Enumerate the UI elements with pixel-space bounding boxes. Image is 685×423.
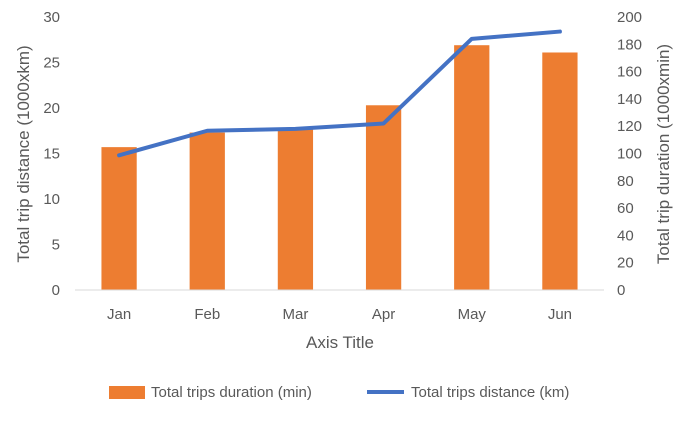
bar-feb [190, 133, 225, 290]
legend-label-line: Total trips distance (km) [411, 384, 569, 401]
line-layer [119, 31, 560, 155]
left-tick-25: 25 [43, 55, 60, 72]
right-tick-100: 100 [617, 146, 642, 163]
legend-label-bar: Total trips duration (min) [151, 384, 312, 401]
left-tick-labels: 0 5 10 15 20 25 30 [43, 9, 60, 299]
category-tick-may: May [458, 306, 487, 323]
bar-jan [101, 147, 136, 290]
right-tick-40: 40 [617, 227, 634, 244]
left-tick-20: 20 [43, 100, 60, 117]
category-tick-feb: Feb [194, 306, 220, 323]
x-axis-title: Axis Title [306, 333, 374, 352]
left-tick-5: 5 [52, 237, 60, 254]
bar-apr [366, 105, 401, 290]
right-tick-80: 80 [617, 173, 634, 190]
category-tick-apr: Apr [372, 306, 395, 323]
bar-may [454, 45, 489, 290]
right-tick-180: 180 [617, 36, 642, 53]
right-tick-0: 0 [617, 282, 625, 299]
category-tick-labels: Jan Feb Mar Apr May Jun [107, 306, 572, 323]
legend: Total trips duration (min) Total trips d… [109, 384, 569, 401]
right-tick-200: 200 [617, 9, 642, 26]
distance-line [119, 32, 560, 156]
right-tick-160: 160 [617, 64, 642, 81]
category-tick-jun: Jun [548, 306, 572, 323]
legend-swatch-bar [109, 386, 145, 399]
right-tick-60: 60 [617, 200, 634, 217]
left-tick-15: 15 [43, 146, 60, 163]
category-tick-mar: Mar [282, 306, 308, 323]
left-tick-30: 30 [43, 9, 60, 26]
category-tick-jan: Jan [107, 306, 131, 323]
left-tick-10: 10 [43, 191, 60, 208]
y-axis-title-left: Total trip distance (1000xkm) [14, 45, 33, 262]
right-tick-20: 20 [617, 255, 634, 272]
right-tick-labels: 0 20 40 60 80 100 120 140 160 180 200 [617, 9, 642, 299]
right-tick-120: 120 [617, 118, 642, 135]
right-tick-140: 140 [617, 91, 642, 108]
bar-mar [278, 129, 313, 290]
bar-jun [542, 52, 577, 290]
left-tick-0: 0 [52, 282, 60, 299]
y-axis-title-right: Total trip duration (1000xmin) [654, 44, 673, 264]
bars-layer [101, 45, 577, 290]
